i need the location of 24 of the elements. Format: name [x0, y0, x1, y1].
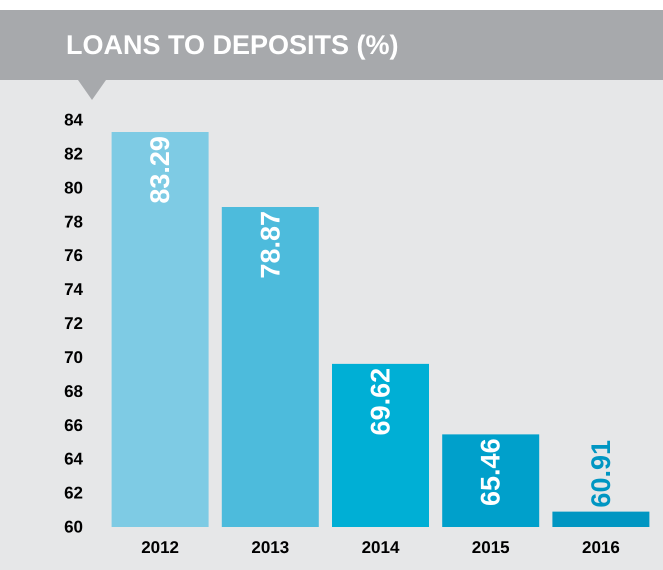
y-tick-label: 60: [64, 518, 83, 536]
x-tick-label: 2013: [251, 538, 290, 557]
y-tick-label: 68: [64, 382, 83, 401]
y-tick-label: 82: [64, 144, 83, 164]
y-tick-label: 76: [64, 246, 83, 266]
y-tick-label: 84: [64, 110, 84, 130]
y-tick-label: 70: [64, 348, 83, 367]
y-tick-label: 78: [64, 212, 83, 232]
x-tick-label: 2014: [362, 538, 400, 557]
chart-title: LOANS TO DEPOSITS (%): [0, 10, 663, 80]
data-label: 83.29: [145, 136, 176, 204]
x-tick-label: 2012: [141, 538, 180, 557]
y-tick-label: 64: [64, 450, 84, 469]
x-tick-label: 2015: [472, 538, 510, 557]
y-tick-label: 66: [64, 416, 83, 435]
y-tick-label: 80: [64, 178, 83, 198]
data-label: 60.91: [586, 440, 616, 508]
data-label: 78.87: [255, 210, 286, 279]
x-tick-label: 2016: [582, 538, 620, 557]
y-tick-label: 72: [64, 314, 83, 333]
data-label: 69.62: [366, 368, 396, 436]
y-tick-label: 62: [64, 484, 83, 503]
data-label: 65.46: [476, 438, 506, 506]
y-tick-label: 74: [64, 280, 84, 300]
